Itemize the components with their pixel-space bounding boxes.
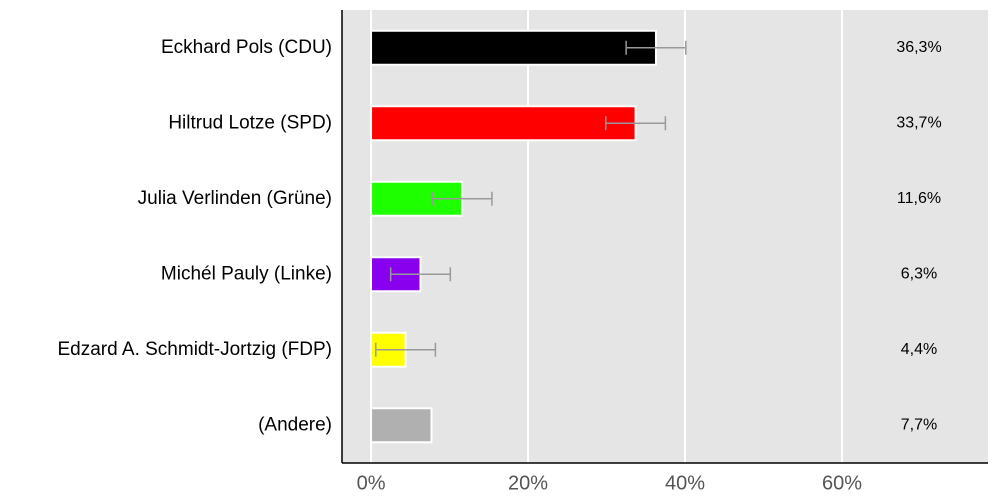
value-label: 33,7% bbox=[896, 114, 941, 131]
y-tick-label: Eckhard Pols (CDU) bbox=[161, 37, 332, 58]
x-tick-label: 20% bbox=[508, 472, 548, 494]
value-label: 6,3% bbox=[901, 265, 937, 282]
x-tick-label: 40% bbox=[665, 472, 705, 494]
bar bbox=[370, 407, 433, 444]
bar bbox=[370, 29, 657, 66]
y-tick-label: Michél Pauly (Linke) bbox=[161, 263, 332, 284]
bar bbox=[370, 105, 637, 142]
y-tick-label: Julia Verlinden (Grüne) bbox=[138, 188, 332, 209]
x-tick-label: 0% bbox=[357, 472, 386, 494]
y-tick-label: (Andere) bbox=[258, 414, 332, 435]
plot-background bbox=[342, 10, 988, 463]
y-tick-label: Hiltrud Lotze (SPD) bbox=[168, 112, 332, 133]
value-label: 11,6% bbox=[897, 190, 941, 207]
value-label: 36,3% bbox=[896, 39, 941, 56]
y-tick-label: Edzard A. Schmidt-Jortzig (FDP) bbox=[57, 339, 332, 360]
value-label: 4,4% bbox=[901, 341, 937, 358]
x-tick-label: 60% bbox=[822, 472, 862, 494]
value-label: 7,7% bbox=[901, 416, 937, 433]
